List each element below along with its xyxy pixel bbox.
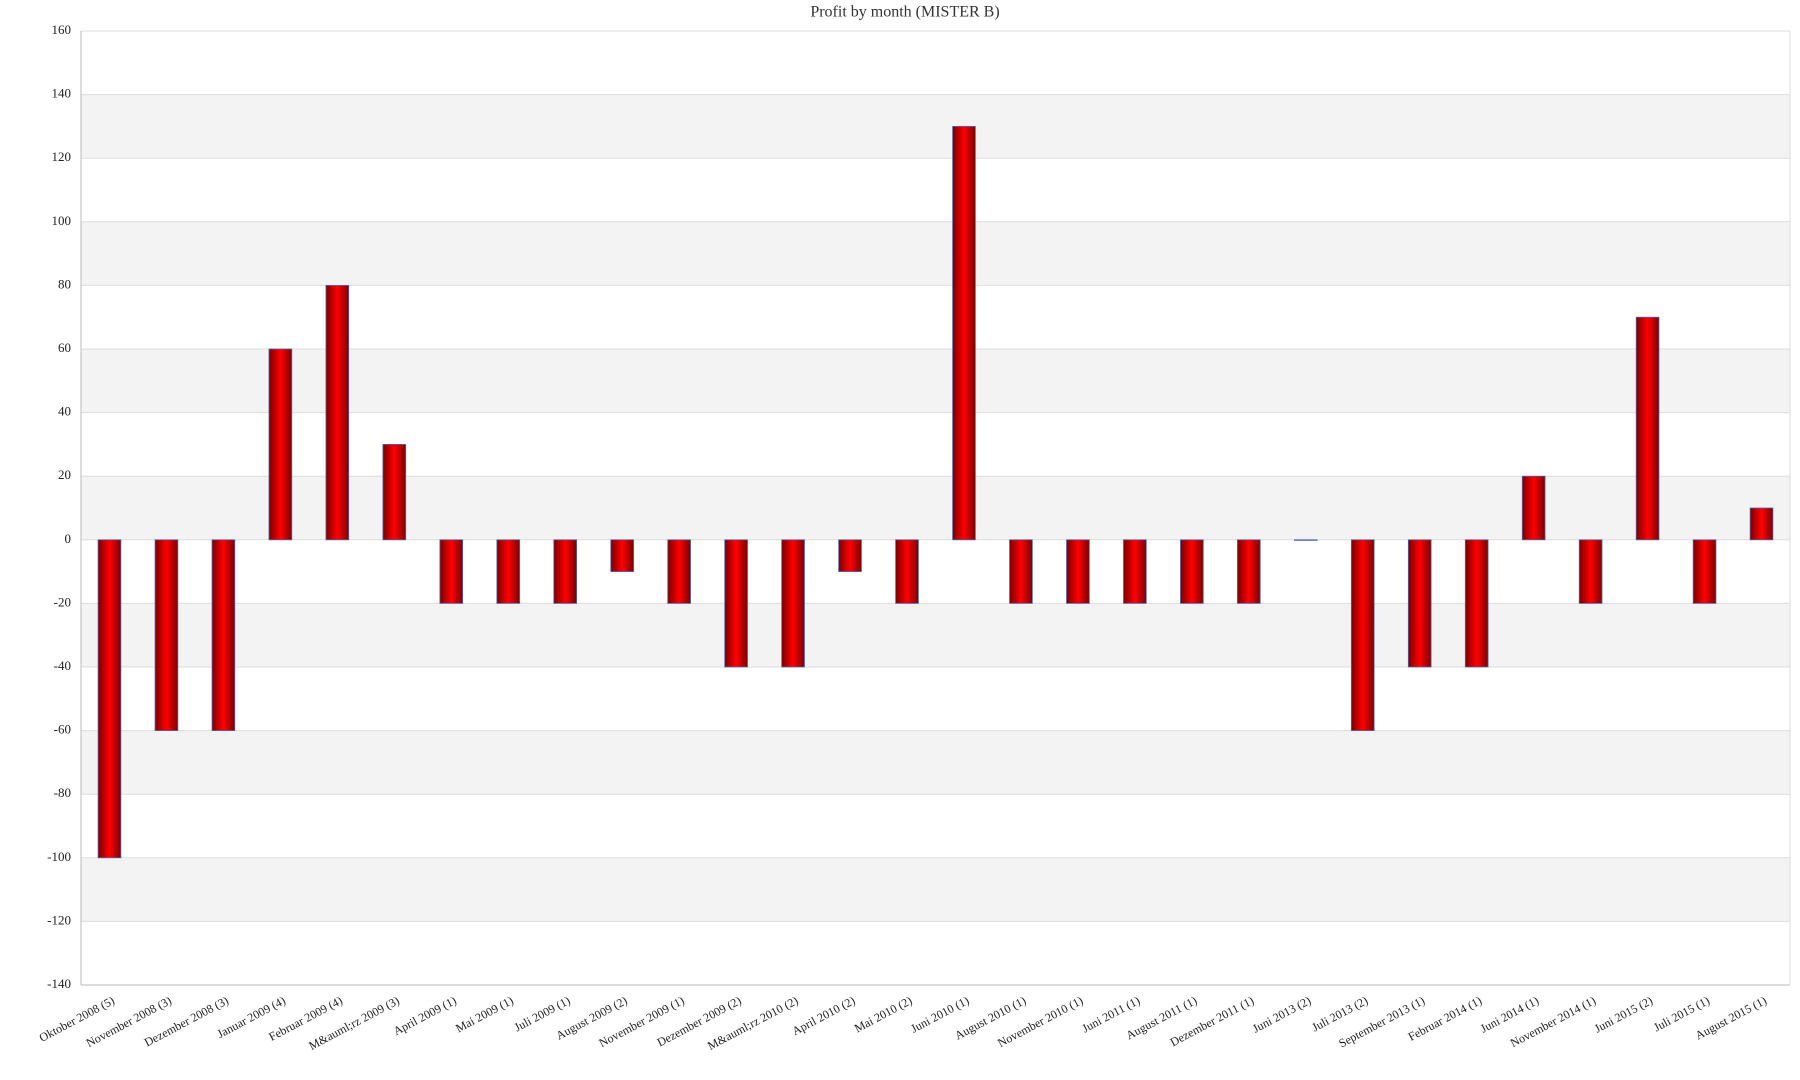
bar: [1066, 539, 1090, 604]
bar: [1692, 539, 1717, 604]
bar: [1749, 507, 1774, 541]
x-tick-label: April 2010 (2): [790, 993, 858, 1038]
bar: [439, 539, 464, 604]
bar: [268, 348, 293, 541]
bar: [781, 539, 805, 668]
x-tick-label: Juni 2013 (2): [1250, 993, 1313, 1035]
bar: [1123, 539, 1147, 604]
y-tick-label: -140: [47, 976, 71, 991]
grid-band: [81, 349, 1790, 413]
grid-band: [81, 94, 1790, 159]
grid-band: [81, 221, 1790, 286]
y-tick-label: 20: [58, 467, 71, 482]
bar: [1464, 539, 1489, 668]
grid-band: [81, 603, 1790, 667]
bar: [952, 126, 976, 541]
bar: [1180, 539, 1204, 604]
grid-band: [81, 730, 1790, 795]
y-tick-label: 140: [52, 86, 72, 101]
bar: [1350, 539, 1375, 731]
y-tick-label: -80: [54, 785, 71, 800]
bar: [97, 539, 122, 859]
y-tick-label: 80: [58, 276, 71, 291]
bar: [667, 539, 691, 604]
bar: [724, 539, 748, 668]
y-tick-label: -100: [47, 849, 71, 864]
y-tick-label: 120: [52, 149, 72, 164]
y-tick-label: -120: [47, 912, 71, 927]
x-tick-label: Mai 2009 (1): [453, 993, 515, 1035]
y-tick-label: -20: [54, 594, 71, 609]
plot-background: [81, 94, 1790, 922]
bar: [325, 284, 350, 541]
bar: [1009, 539, 1033, 604]
y-tick-label: 160: [52, 22, 72, 37]
grid-band: [81, 476, 1790, 540]
bar: [154, 539, 179, 731]
y-tick-label: 100: [52, 213, 72, 228]
grid-band: [81, 857, 1790, 922]
bar: [496, 539, 521, 604]
bar: [1578, 539, 1603, 604]
y-tick-label: 40: [58, 404, 71, 419]
bar: [1521, 475, 1546, 541]
x-tick-label: Juni 2015 (2): [1592, 993, 1655, 1035]
x-tick-label: Mai 2010 (2): [852, 993, 914, 1035]
bar: [211, 539, 236, 731]
bar: [895, 539, 919, 604]
bar: [382, 443, 407, 541]
bar: [610, 539, 634, 572]
bar: [1635, 316, 1660, 541]
bar: [1407, 539, 1432, 668]
y-tick-label: 60: [58, 340, 71, 355]
y-tick-label: -60: [54, 722, 71, 737]
bar: [838, 539, 862, 572]
x-tick-label: April 2009 (1): [391, 993, 459, 1038]
bar: [1293, 539, 1318, 541]
y-tick-label: 0: [65, 531, 72, 546]
bar: [553, 539, 578, 604]
y-tick-label: -40: [54, 658, 71, 673]
chart-title: Profit by month (MISTER B): [810, 4, 999, 21]
bar: [1237, 539, 1261, 604]
